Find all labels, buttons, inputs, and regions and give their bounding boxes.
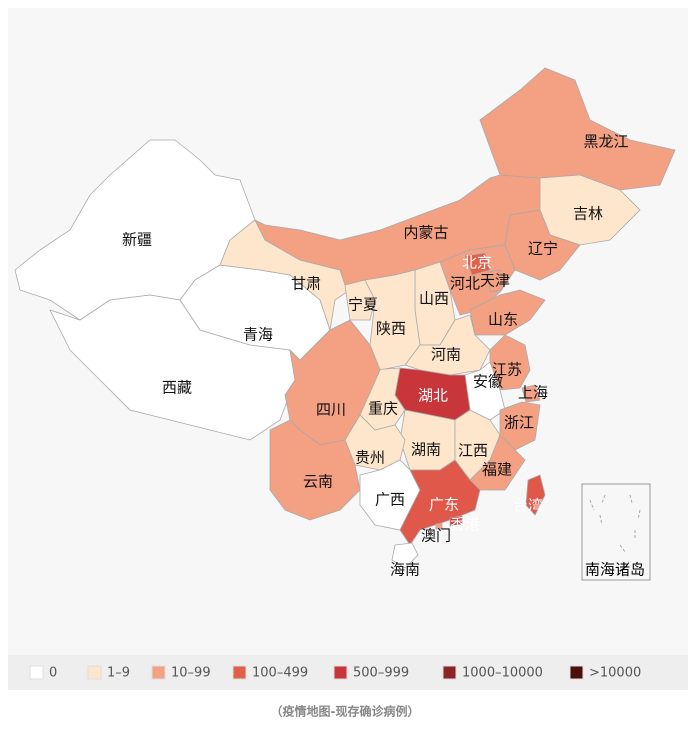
caption: （疫情地图-现存确诊病例） bbox=[271, 704, 420, 719]
region-label: 重庆 bbox=[368, 400, 398, 418]
legend-swatch bbox=[569, 665, 584, 680]
region-label: 黑龙江 bbox=[583, 133, 628, 151]
region-label: 河南 bbox=[431, 346, 461, 364]
region-label: 安徽 bbox=[473, 373, 503, 391]
legend-label: 500–999 bbox=[353, 666, 409, 681]
region-label: 江西 bbox=[458, 442, 488, 460]
legend-label: 100–499 bbox=[252, 666, 308, 681]
legend-label: 1–9 bbox=[107, 666, 130, 681]
region-label: 广西 bbox=[375, 491, 405, 509]
region bbox=[464, 252, 491, 276]
region-label: 北京 bbox=[462, 254, 492, 272]
region-label: 四川 bbox=[316, 401, 346, 419]
region-label: 福建 bbox=[482, 461, 512, 479]
region-label: 澳门 bbox=[421, 527, 451, 545]
legend-swatch bbox=[29, 665, 44, 680]
region bbox=[344, 414, 406, 471]
legend-swatch bbox=[442, 665, 457, 680]
region bbox=[487, 269, 503, 293]
legend-label: 1000–10000 bbox=[462, 666, 543, 681]
region-label: 台湾 bbox=[513, 497, 543, 515]
inset-label: 南海诸岛 bbox=[585, 561, 645, 579]
legend-swatch bbox=[232, 665, 247, 680]
region bbox=[521, 384, 541, 403]
region-label: 河北 bbox=[450, 275, 480, 293]
region-label: 山东 bbox=[488, 311, 518, 329]
region-label: 新疆 bbox=[122, 231, 152, 249]
region-label: 青海 bbox=[243, 326, 273, 344]
region bbox=[439, 244, 516, 316]
region-label: 广东 bbox=[429, 496, 459, 514]
region-label: 江苏 bbox=[492, 361, 522, 379]
region bbox=[449, 515, 463, 527]
region-label: 内蒙古 bbox=[403, 224, 448, 242]
region bbox=[435, 522, 443, 530]
region-label: 宁夏 bbox=[348, 296, 378, 314]
region-label: 贵州 bbox=[355, 449, 385, 467]
region bbox=[344, 279, 376, 321]
region-label: 浙江 bbox=[504, 414, 534, 432]
legend-label: >10000 bbox=[589, 666, 641, 681]
region-label: 陕西 bbox=[376, 320, 406, 338]
region-label: 山西 bbox=[419, 290, 449, 308]
region bbox=[525, 474, 546, 516]
region-label: 辽宁 bbox=[528, 240, 558, 258]
region-label: 云南 bbox=[303, 473, 333, 491]
region-label: 湖北 bbox=[418, 387, 448, 405]
region-label: 香港 bbox=[450, 516, 480, 534]
region bbox=[469, 289, 546, 336]
south-sea-inset bbox=[581, 483, 651, 581]
region bbox=[391, 542, 419, 569]
legend-label: 10–99 bbox=[171, 666, 211, 681]
region-label: 湖南 bbox=[411, 441, 441, 459]
region-label: 天津 bbox=[480, 272, 510, 290]
region-label: 上海 bbox=[518, 384, 548, 402]
region-label: 吉林 bbox=[573, 205, 603, 223]
legend-label: 0 bbox=[49, 666, 57, 681]
legend-swatch bbox=[333, 665, 348, 680]
legend-swatch bbox=[87, 665, 102, 680]
legend-swatch bbox=[151, 665, 166, 680]
region-label: 西藏 bbox=[162, 379, 192, 397]
region bbox=[269, 419, 361, 521]
region-label: 海南 bbox=[390, 561, 420, 579]
region-label: 甘肃 bbox=[291, 275, 321, 293]
